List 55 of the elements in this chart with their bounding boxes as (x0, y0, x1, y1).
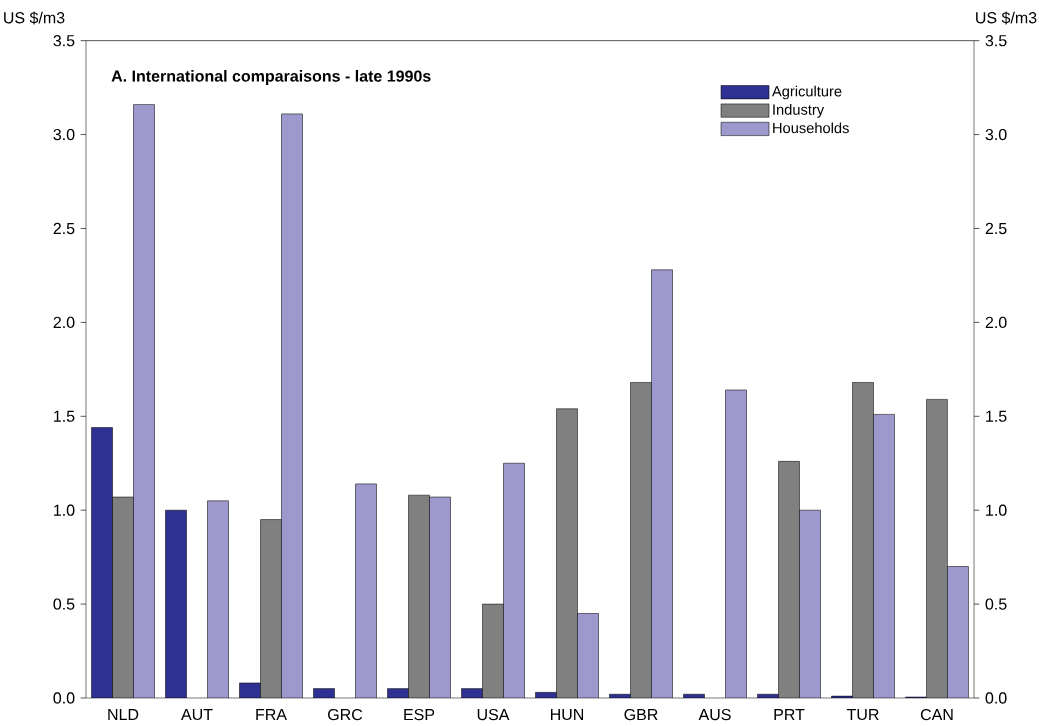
bar (133, 104, 155, 698)
x-tick-label: PRT (774, 708, 805, 720)
bar (112, 497, 134, 698)
x-tick-label: NLD (108, 708, 139, 720)
bar (630, 382, 652, 698)
bar (651, 269, 673, 698)
bar (355, 483, 377, 698)
legend-label: Households (773, 122, 849, 134)
bar (281, 113, 303, 698)
y2-axis-title: US $/m3 (976, 11, 1037, 25)
legend-label: Industry (773, 104, 825, 118)
x-tick-label: AUS (698, 708, 731, 721)
x-tick-label: GRC (328, 708, 363, 721)
x-tick-label: FRA (256, 708, 287, 720)
y-tick-label: 3.0 (53, 128, 75, 141)
bar (852, 382, 874, 698)
y-tick-label: 0.0 (53, 692, 75, 704)
bar (482, 604, 504, 698)
bar (799, 510, 821, 698)
y2-tick-label: 1.0 (986, 504, 1007, 516)
x-tick-label: USA (477, 708, 510, 721)
bar (725, 389, 747, 698)
x-tick-label: TUR (846, 708, 879, 721)
bar (926, 399, 948, 698)
y-tick-label: 2.0 (53, 316, 75, 329)
text: A. International comparaisons - late 1990s (111, 70, 431, 85)
bar (429, 497, 451, 698)
bar (947, 566, 969, 698)
bar (778, 461, 800, 698)
y2-tick-label: 3.0 (985, 128, 1007, 141)
y-tick-label: 3.5 (53, 35, 75, 47)
x-tick-label: HUN (550, 708, 584, 721)
bar (408, 495, 430, 698)
x-tick-label: CAN (920, 708, 953, 721)
y-tick-label: 1.0 (54, 504, 75, 516)
y2-tick-label: 0.0 (985, 692, 1007, 704)
y-tick-label: 1.5 (54, 410, 75, 422)
y-tick-label: 2.5 (53, 222, 75, 235)
x-tick-label: ESP (404, 708, 435, 721)
y2-tick-label: 2.5 (985, 222, 1007, 235)
y2-tick-label: 2.0 (985, 316, 1007, 329)
x-tick-label: AUT (181, 708, 213, 721)
bar (873, 414, 895, 698)
bar (556, 408, 578, 698)
y2-tick-label: 0.5 (985, 598, 1007, 610)
bar (577, 613, 599, 698)
y-tick-label: 0.5 (53, 598, 75, 610)
bar (503, 463, 525, 698)
bar (260, 519, 282, 698)
bar (207, 500, 229, 698)
y-axis-title: US $/m3 (4, 11, 65, 25)
y2-tick-label: 1.5 (986, 410, 1007, 422)
y2-tick-label: 3.5 (985, 35, 1007, 47)
legend-label: Agriculture (771, 85, 842, 100)
x-tick-label: GBR (624, 708, 658, 721)
